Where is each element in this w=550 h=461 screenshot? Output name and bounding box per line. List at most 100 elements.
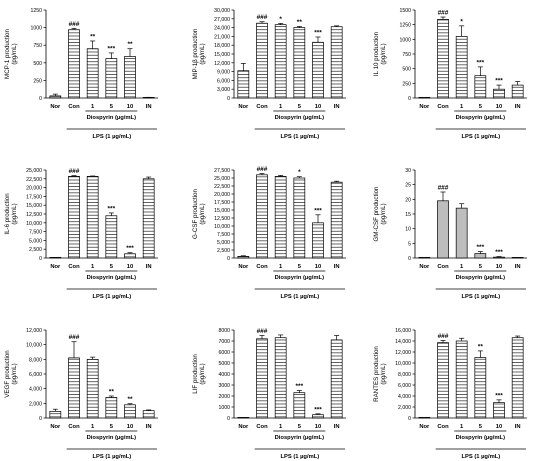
- y-tick-label: 1000: [30, 26, 42, 32]
- x-tick-label-5: 5: [110, 264, 114, 270]
- y-tick-label: 8,000: [29, 357, 42, 363]
- bar-Con: [256, 174, 268, 259]
- bar-5: [105, 215, 118, 259]
- y-tick-label: 6,000: [217, 78, 230, 84]
- significance-mark: ***: [495, 392, 503, 399]
- significance-mark: *: [460, 18, 463, 25]
- bar-1: [86, 48, 99, 99]
- bar-10: [493, 402, 505, 419]
- bar-IN: [511, 337, 524, 419]
- significance-mark: ###: [438, 185, 449, 192]
- y-axis-label: IL 10 production(pg/mL): [373, 31, 387, 76]
- stimulus-label: LPS (1 µg/mL): [280, 134, 319, 140]
- x-tick-label-10: 10: [127, 424, 133, 430]
- significance-mark: ***: [314, 29, 322, 36]
- y-tick-label: 7000: [218, 339, 230, 345]
- chart-panel-6: GM-CSF production(pg/mL)051015202530Nor#…: [373, 168, 527, 300]
- x-tick-label-5: 5: [110, 424, 114, 430]
- y-tick-label: 0: [227, 96, 230, 102]
- bar-Nor: [49, 257, 62, 259]
- bar-10: [124, 56, 136, 99]
- y-tick-label: 20,000: [214, 192, 230, 198]
- y-tick-label: 1500: [399, 8, 411, 14]
- bar-10: [124, 253, 136, 259]
- significance-mark: ***: [314, 406, 322, 413]
- significance-mark: ***: [477, 59, 485, 66]
- bar-1: [455, 340, 468, 419]
- y-tick-label: 7,500: [29, 230, 42, 236]
- x-tick-label-1: 1: [279, 264, 283, 270]
- bar-10: [312, 222, 324, 259]
- x-tick-label-10: 10: [315, 424, 321, 430]
- x-tick-label-Nor: Nor: [238, 424, 249, 430]
- bar-IN: [142, 178, 155, 259]
- y-tick-label: 500: [402, 67, 411, 73]
- y-tick-label: 0: [408, 416, 411, 422]
- x-tick-label-5: 5: [298, 264, 302, 270]
- significance-mark: *: [279, 16, 282, 23]
- x-tick-label-10: 10: [496, 264, 502, 270]
- chart-panel-4: IL-6 production(pg/mL) 0 2,500 5,000 7,500 10…: [4, 168, 158, 300]
- y-tick-label: 0: [227, 416, 230, 422]
- bar-10: [312, 414, 324, 419]
- y-tick-label: 21,000: [214, 34, 230, 40]
- y-tick-label: 12,000: [395, 350, 411, 356]
- bar-5: [474, 75, 487, 99]
- bar-Con: [256, 22, 268, 99]
- chart-panel-9: RANTES production(pg/mL) 0 2,000 4,000 6,000…: [373, 328, 527, 460]
- significance-mark: ###: [438, 333, 449, 340]
- treatment-label: Diospyrin (µg/mL): [275, 115, 324, 121]
- bar-5: [474, 357, 487, 419]
- x-tick-label-Nor: Nor: [50, 424, 61, 430]
- x-tick-label-Nor: Nor: [238, 104, 249, 110]
- stimulus-label: LPS (1 µg/mL): [280, 294, 319, 300]
- y-tick-label: 0: [39, 416, 42, 422]
- y-tick-label: 500: [33, 61, 42, 67]
- x-tick-label-Nor: Nor: [238, 264, 249, 270]
- treatment-label: Diospyrin (µg/mL): [87, 115, 136, 121]
- bar-5: [474, 253, 487, 259]
- y-tick-label: 4000: [218, 372, 230, 378]
- chart-panel-3: IL 10 production(pg/mL) 0 250 500 750 1000 125…: [373, 8, 527, 140]
- x-tick-label-5: 5: [110, 104, 114, 110]
- x-tick-label-IN: IN: [334, 104, 340, 110]
- significance-mark: ***: [108, 205, 116, 212]
- treatment-label: Diospyrin (µg/mL): [275, 435, 324, 441]
- y-tick-label: 2,000: [29, 401, 42, 407]
- y-tick-label: 2000: [218, 394, 230, 400]
- bar-Nor: [49, 411, 62, 419]
- x-tick-label-Nor: Nor: [419, 264, 430, 270]
- bar-Nor: [418, 97, 431, 99]
- significance-mark: *: [298, 169, 301, 176]
- chart-panel-7: VEGF production(pg/mL) 0 2,000 4,000 6,000 8,…: [4, 328, 158, 460]
- y-tick-label: 10,000: [395, 361, 411, 367]
- y-tick-label: 30: [405, 168, 411, 174]
- y-tick-label: 1000: [399, 37, 411, 43]
- bar-Con: [68, 175, 80, 259]
- y-tick-label: 15,000: [214, 52, 230, 58]
- treatment-label: Diospyrin (µg/mL): [456, 435, 505, 441]
- bar-1: [86, 358, 99, 419]
- y-tick-label: 22,500: [26, 177, 42, 183]
- bar-5: [105, 397, 118, 419]
- y-tick-label: 15,000: [26, 203, 42, 209]
- chart-panel-2: MIP-1β production(pg/mL) 0 3,000 6,000 9,000…: [192, 8, 346, 140]
- y-tick-label: 12,000: [214, 61, 230, 67]
- bar-IN: [142, 410, 155, 419]
- y-tick-label: 17,500: [214, 200, 230, 206]
- x-tick-label-Con: Con: [68, 104, 80, 110]
- significance-mark: ***: [477, 244, 485, 251]
- bar-10: [312, 41, 324, 99]
- y-tick-label: 5: [408, 241, 411, 247]
- bar-Con: [437, 342, 449, 419]
- bar-IN: [330, 181, 343, 259]
- bar-5: [105, 58, 118, 99]
- y-tick-label: 24,000: [214, 26, 230, 32]
- bar-Nor: [237, 256, 250, 259]
- bar-IN: [330, 339, 343, 419]
- bar-Nor: [237, 417, 250, 419]
- y-tick-label: 4,000: [29, 387, 42, 393]
- treatment-label: Diospyrin (µg/mL): [87, 275, 136, 281]
- x-tick-label-Con: Con: [256, 424, 268, 430]
- x-tick-label-5: 5: [479, 104, 483, 110]
